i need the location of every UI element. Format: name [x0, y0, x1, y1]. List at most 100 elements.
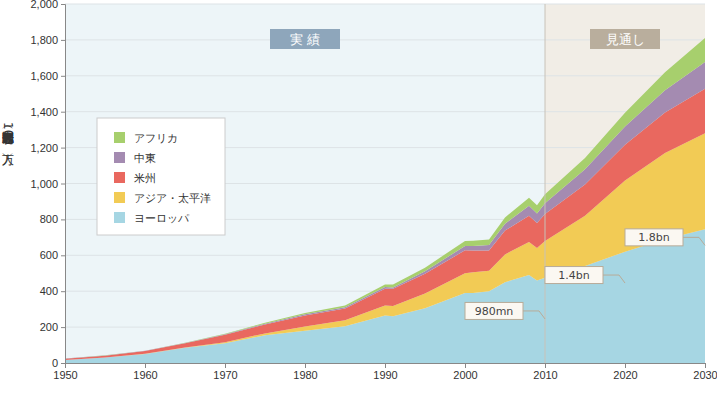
period-label: 見通し [606, 32, 645, 47]
x-tick-mark [385, 363, 386, 368]
y-tick-label: 2,000 [30, 0, 58, 10]
x-tick-label: 1970 [213, 369, 237, 381]
y-tick: 1,000 [30, 178, 65, 190]
x-tick-label: 2000 [453, 369, 477, 381]
y-tick-mark [61, 112, 65, 113]
y-tick-mark [61, 76, 65, 77]
annotation: 1.8bn [625, 229, 705, 246]
annotation-leader [603, 275, 625, 283]
y-tick-label: 800 [40, 213, 58, 225]
annotation-box [545, 267, 603, 284]
legend-label: ヨーロッパ [134, 212, 190, 225]
x-tick: 2030 [693, 363, 717, 381]
area-series [65, 38, 705, 359]
period-label-box [270, 29, 340, 49]
x-axis: 1950 1960 1970 1980 1990 2000 2010 2020 2030 [53, 363, 717, 381]
y-tick: 1,200 [30, 142, 65, 154]
legend-label: 中東 [134, 152, 156, 165]
y-tick: 400 [40, 285, 65, 297]
period-label-box [590, 29, 660, 49]
period-boundary [545, 4, 546, 363]
x-tick-label: 2020 [613, 369, 637, 381]
x-tick: 1960 [133, 363, 157, 381]
x-tick-label: 1990 [373, 369, 397, 381]
y-tick: 200 [40, 321, 65, 333]
x-tick: 2020 [613, 363, 637, 381]
y-tick-mark [61, 4, 65, 5]
y-tick-mark [61, 219, 65, 220]
x-tick-mark [145, 363, 146, 368]
y-tick-mark [61, 255, 65, 256]
x-tick: 2010 [533, 363, 557, 381]
annotation-text: 1.8bn [638, 231, 669, 244]
x-tick-label: 2030 [693, 369, 717, 381]
y-tick-mark [61, 148, 65, 149]
grid-line [65, 75, 705, 76]
y-tick-label: 1,000 [30, 178, 58, 190]
x-tick-label: 1960 [133, 369, 157, 381]
area-series [65, 89, 705, 360]
annotation: 1.4bn [545, 267, 625, 284]
legend-label: 米州 [134, 172, 156, 185]
period-label-group: 見通し [590, 29, 660, 49]
y-tick-label: 1,800 [30, 34, 58, 46]
x-tick-mark [705, 363, 706, 368]
legend-label: アフリカ [134, 132, 178, 145]
area-series [65, 62, 705, 359]
y-tick-label: 600 [40, 249, 58, 261]
y-tick-mark [61, 291, 65, 292]
y-axis-line [61, 5, 66, 364]
period-label: 実 績 [290, 32, 320, 47]
x-tick: 1990 [373, 363, 397, 381]
grid-line [65, 4, 705, 5]
legend-swatch [114, 212, 125, 223]
annotation-leader [683, 237, 705, 245]
y-tick-mark [61, 327, 65, 328]
grid-line [65, 111, 705, 112]
y-tick: 1,800 [30, 34, 65, 46]
y-tick: 0 [52, 357, 65, 369]
y-tick-label: 0 [52, 357, 58, 369]
x-tick-mark [545, 363, 546, 368]
y-axis: 0 200 400 600 800 1,000 1,200 1,400 1,600 1,800 2,… [30, 0, 65, 369]
y-tick: 800 [40, 213, 65, 225]
x-tick: 1980 [293, 363, 317, 381]
legend-swatch [114, 132, 125, 143]
annotation-text: 1.4bn [558, 269, 589, 282]
legend: アフリカ中東米州アジア・太平洋ヨーロッパ [97, 118, 225, 235]
y-tick-mark [61, 40, 65, 41]
x-tick-label: 2010 [533, 369, 557, 381]
y-axis-title: 国際観光客到着数（100万人） [1, 122, 15, 166]
x-tick-mark [465, 363, 466, 368]
y-tick: 600 [40, 249, 65, 261]
x-tick: 1970 [213, 363, 237, 381]
y-tick: 1,400 [30, 106, 65, 118]
annotation-box [465, 302, 523, 319]
x-tick-mark [305, 363, 306, 368]
y-tick-label: 1,400 [30, 106, 58, 118]
y-tick-mark [61, 363, 65, 364]
x-tick-label: 1980 [293, 369, 317, 381]
y-tick-label: 200 [40, 321, 58, 333]
y-tick-mark [61, 184, 65, 185]
y-tick: 2,000 [30, 0, 65, 10]
grid [65, 4, 705, 363]
legend-box [97, 118, 225, 235]
annotation: 980mn [465, 302, 545, 319]
legend-label: アジア・太平洋 [134, 192, 211, 205]
period-backgrounds [65, 4, 705, 363]
x-axis-line [66, 364, 706, 369]
y-tick-label: 400 [40, 285, 58, 297]
x-tick: 2000 [453, 363, 477, 381]
legend-swatch [114, 192, 125, 203]
y-tick: 1,600 [30, 70, 65, 82]
x-tick-label: 1950 [53, 369, 77, 381]
legend-swatch [114, 172, 125, 183]
annotation-text: 980mn [475, 305, 514, 318]
y-tick-label: 1,200 [30, 142, 58, 154]
legend-swatch [114, 152, 125, 163]
areas [65, 38, 705, 363]
annotation-leader [523, 311, 545, 319]
annotation-box [625, 229, 683, 246]
x-tick-mark [225, 363, 226, 368]
